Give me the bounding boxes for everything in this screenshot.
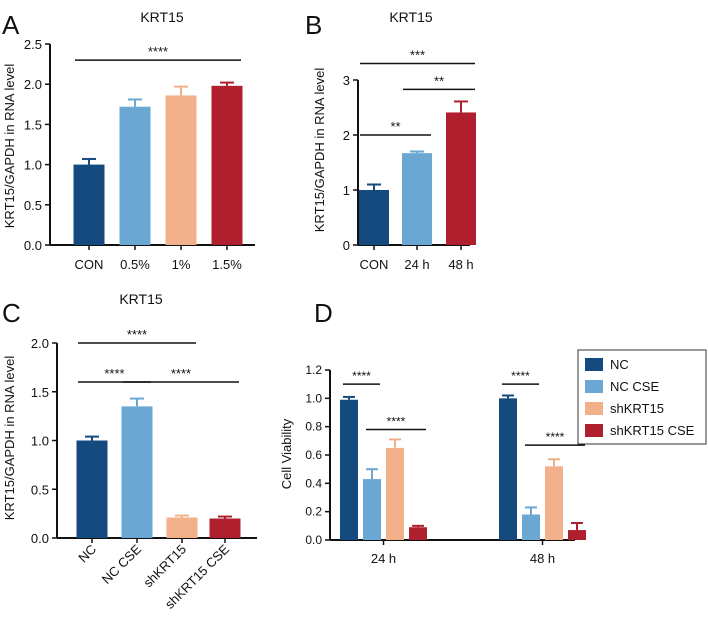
chart-c-bar: [166, 517, 198, 538]
chart-a-y-tick-label: 2.5: [24, 37, 42, 52]
chart-c-significance-label: ****: [171, 366, 191, 381]
chart-c-y-tick-label: 0.5: [31, 482, 49, 497]
chart-c-y-tick-label: 1.0: [31, 434, 49, 449]
chart-d-y-tick-label: 1.2: [305, 363, 322, 377]
chart-d-bar: [522, 514, 540, 540]
chart-d-significance-label: ****: [387, 415, 406, 429]
chart-d-bar: [568, 530, 586, 540]
legend-swatch-shkrt15: [585, 402, 603, 415]
chart-a-y-tick-label: 0.0: [24, 238, 42, 253]
panel-letter-a: A: [2, 10, 20, 40]
chart-a-x-tick-label: 0.5%: [120, 257, 150, 272]
legend-label-nc-cse: NC CSE: [610, 379, 659, 394]
chart-d-bar: [499, 398, 517, 540]
chart-b-bar: [359, 190, 389, 245]
chart-d-ylabel: Cell Viability: [279, 418, 294, 489]
chart-d-y-tick-label: 0.2: [305, 505, 322, 519]
chart-a-x-tick-label: 1%: [172, 257, 191, 272]
chart-c-significance-label: ****: [104, 366, 124, 381]
chart-d-legend: NC NC CSE shKRT15 shKRT15 CSE: [577, 349, 707, 445]
chart-c-x-tick-label: NC CSE: [99, 541, 145, 587]
chart-c-y-tick-label: 0.0: [31, 531, 49, 546]
chart-b-x-tick-label: CON: [360, 257, 389, 272]
panel-letter-d: D: [314, 298, 333, 328]
chart-b-ylabel: KRT15/GAPDH in RNA level: [312, 68, 327, 233]
chart-b-title: KRT15: [389, 9, 433, 25]
chart-d-y-tick-label: 1.0: [305, 391, 322, 405]
chart-a-bar: [165, 95, 197, 246]
chart-a-x-tick-label: CON: [75, 257, 104, 272]
chart-d-significance-label: ****: [352, 369, 371, 383]
legend-label-shkrt15-cse: shKRT15 CSE: [610, 423, 695, 438]
chart-a-bar: [119, 106, 151, 245]
chart-b-x-tick-label: 48 h: [448, 257, 473, 272]
chart-d-y-tick-label: 0.6: [305, 448, 322, 462]
chart-a-y-tick-label: 0.5: [24, 198, 42, 213]
chart-b-y-tick-label: 0: [343, 238, 350, 253]
chart-b-y-tick-label: 1: [343, 183, 350, 198]
chart-a-y-tick-label: 1.0: [24, 158, 42, 173]
chart-d-x-tick-label: 48 h: [530, 551, 555, 566]
panel-letter-c: C: [2, 298, 21, 328]
chart-b-significance-label: **: [434, 73, 444, 88]
chart-c-ylabel: KRT15/GAPDH in RNA level: [2, 356, 17, 521]
chart-a-x-tick-label: 1.5%: [212, 257, 242, 272]
chart-b-significance-label: ***: [410, 48, 425, 63]
chart-c-x-tick-label: NC: [75, 542, 99, 566]
chart-a-ylabel: KRT15/GAPDH in RNA level: [2, 64, 17, 229]
chart-c-y-tick-label: 1.5: [31, 385, 49, 400]
chart-c-bar: [121, 406, 153, 538]
chart-d-plot: 0.0 0.2 0.4 0.6 0.8 1.0 1.2 24 h 48 h **** **** ***…: [305, 363, 586, 566]
chart-c-bar: [76, 440, 108, 538]
chart-d-bar: [545, 466, 563, 540]
chart-a-bar: [211, 85, 243, 245]
legend-swatch-shkrt15-cse: [585, 424, 603, 437]
chart-a-title: KRT15: [140, 9, 184, 25]
chart-b-y-tick-label: 3: [343, 73, 350, 88]
chart-b-x-tick-label: 24 h: [404, 257, 429, 272]
chart-b-bar: [446, 112, 476, 245]
chart-d-y-tick-label: 0.4: [305, 476, 322, 490]
chart-a-plot: 0.0 0.5 1.0 1.5 2.0 2.5 CON 0.5% 1% 1.5% ****: [24, 37, 255, 272]
chart-d-y-tick-label: 0.0: [305, 533, 322, 547]
chart-a-y-tick-label: 1.5: [24, 117, 42, 132]
chart-d-bar: [363, 479, 381, 540]
chart-a-significance-label: ****: [148, 44, 168, 59]
legend-swatch-nc-cse: [585, 380, 603, 393]
chart-d-significance-label: ****: [546, 430, 565, 444]
chart-d-y-tick-label: 0.8: [305, 420, 322, 434]
chart-c-bar: [209, 518, 241, 538]
legend-label-nc: NC: [610, 357, 629, 372]
chart-d-significance-label: ****: [511, 369, 530, 383]
chart-b-significance-label: **: [390, 119, 400, 134]
chart-b-y-tick-label: 2: [343, 128, 350, 143]
chart-d-bar: [409, 527, 427, 540]
chart-d-x-tick-label: 24 h: [371, 551, 396, 566]
panel-letter-b: B: [305, 10, 322, 40]
chart-d-bar: [386, 447, 404, 540]
chart-a-y-tick-label: 2.0: [24, 77, 42, 92]
legend-swatch-nc: [585, 358, 603, 371]
chart-c-y-tick-label: 2.0: [31, 336, 49, 351]
chart-c-significance-label: ****: [127, 327, 147, 342]
chart-a-bar: [73, 164, 105, 245]
chart-c-title: KRT15: [119, 291, 163, 307]
legend-label-shkrt15: shKRT15: [610, 401, 664, 416]
chart-b-bar: [402, 153, 432, 245]
chart-d-bar: [340, 399, 358, 540]
